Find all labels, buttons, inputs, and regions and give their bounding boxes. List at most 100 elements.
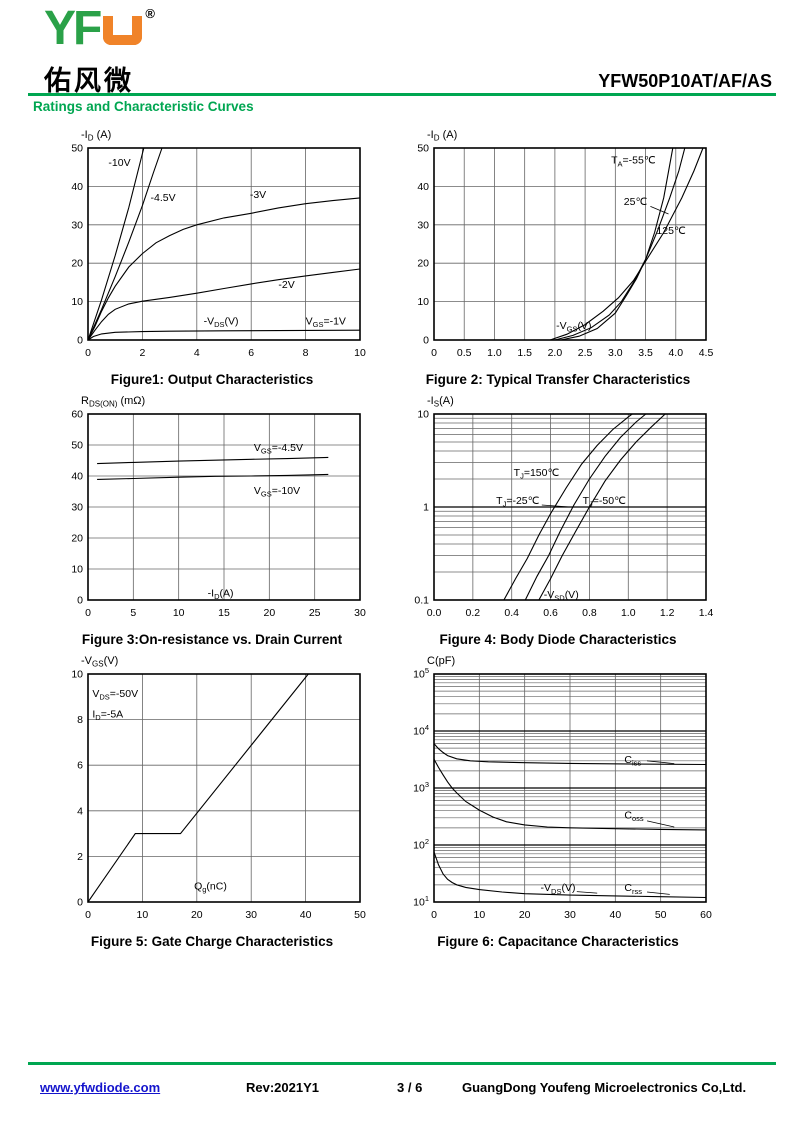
- svg-text:0.0: 0.0: [427, 607, 442, 619]
- footer-website-link[interactable]: www.yfwdiode.com: [40, 1080, 161, 1095]
- svg-text:0: 0: [77, 335, 83, 347]
- svg-text:2: 2: [139, 347, 145, 359]
- svg-text:50: 50: [354, 909, 366, 921]
- svg-text:1.4: 1.4: [699, 607, 714, 619]
- svg-text:25℃: 25℃: [624, 196, 648, 208]
- logo-chinese-name: 佑风微: [44, 66, 134, 96]
- figure-4-block: 0.0 0.2 0.4 0.6 0.8 1.0 1.2 1.4 0.1 1 10 -IS(A) TJ=1…: [388, 390, 728, 647]
- svg-text:10: 10: [71, 564, 83, 576]
- svg-text:0: 0: [77, 897, 83, 909]
- svg-text:TJ=-50℃: TJ=-50℃: [583, 495, 626, 509]
- svg-text:20: 20: [263, 607, 275, 619]
- svg-text:60: 60: [71, 409, 83, 421]
- svg-text:8: 8: [77, 714, 83, 726]
- figure-4-body-diode-chart: 0.0 0.2 0.4 0.6 0.8 1.0 1.2 1.4 0.1 1 10-IS(A) TJ=1…: [414, 395, 714, 619]
- svg-text:1.0: 1.0: [621, 607, 636, 619]
- svg-text:104: 104: [413, 723, 429, 738]
- svg-text:30: 30: [245, 909, 257, 921]
- footer-page-number: 3 / 6: [397, 1080, 423, 1095]
- svg-text:60: 60: [700, 909, 712, 921]
- svg-text:3.0: 3.0: [608, 347, 623, 359]
- svg-text:0.4: 0.4: [504, 607, 519, 619]
- figure-3-block: 0 5 10 15 20 25 30 0 10 20 30 40 50 60 RDS(ON) (mΩ) VGS…: [42, 390, 382, 647]
- section-title: Ratings and Characteristic Curves: [33, 99, 254, 114]
- svg-text:10: 10: [473, 909, 485, 921]
- svg-text:TA=-55℃: TA=-55℃: [611, 155, 656, 169]
- figure-5-gate-charge-chart: 0 10 20 30 40 500246810-VGS(V)VDS=-50VID=-5AQ…: [71, 655, 366, 921]
- svg-text:103: 103: [413, 780, 429, 795]
- svg-text:1.0: 1.0: [487, 347, 502, 359]
- svg-text:6: 6: [77, 760, 83, 772]
- svg-text:1.5: 1.5: [517, 347, 532, 359]
- svg-text:30: 30: [564, 909, 576, 921]
- svg-text:30: 30: [71, 502, 83, 514]
- svg-text:40: 40: [71, 471, 83, 483]
- svg-text:0.6: 0.6: [543, 607, 558, 619]
- svg-text:0: 0: [85, 909, 91, 921]
- svg-text:0: 0: [77, 595, 83, 607]
- svg-text:0.1: 0.1: [414, 595, 429, 607]
- svg-text:40: 40: [417, 181, 429, 193]
- svg-text:C(pF): C(pF): [427, 655, 455, 667]
- figure-6-block: 0 10 20 30 40 50 60 101 102 103 104 105 C(pF) Ciss Cos…: [388, 650, 728, 949]
- svg-text:VGS=-10V: VGS=-10V: [254, 485, 300, 499]
- logo-u-bracket-icon: [103, 16, 143, 45]
- svg-text:0: 0: [85, 347, 91, 359]
- svg-text:0.8: 0.8: [582, 607, 597, 619]
- footer-company-name: GuangDong Youfeng Microelectronics Co,Lt…: [462, 1080, 747, 1095]
- company-logo: YF ® 佑风微: [44, 2, 155, 98]
- svg-text:ID=-5A: ID=-5A: [92, 708, 123, 722]
- svg-text:15: 15: [218, 607, 230, 619]
- svg-text:5: 5: [130, 607, 136, 619]
- logo-yf-text: YF: [44, 2, 102, 55]
- svg-text:30: 30: [71, 219, 83, 231]
- svg-text:50: 50: [71, 143, 83, 155]
- svg-text:50: 50: [417, 143, 429, 155]
- svg-text:4: 4: [194, 347, 200, 359]
- svg-text:Ciss: Ciss: [624, 754, 641, 768]
- svg-text:30: 30: [354, 607, 366, 619]
- figure-2-caption: Figure 2: Typical Transfer Characteristi…: [425, 372, 691, 387]
- svg-text:10: 10: [71, 669, 83, 681]
- figure-1-block: 0 2 4 6 8 10 0 10 20 30 40 50 -ID (A) -10V -4.5V -3V -2V…: [42, 124, 382, 387]
- svg-text:Crss: Crss: [624, 882, 642, 896]
- svg-text:0.5: 0.5: [457, 347, 472, 359]
- header-rule: [28, 93, 776, 96]
- svg-text:0: 0: [431, 347, 437, 359]
- svg-text:VGS=-4.5V: VGS=-4.5V: [254, 442, 303, 456]
- svg-text:105: 105: [413, 666, 429, 681]
- svg-text:10: 10: [71, 296, 83, 308]
- svg-text:102: 102: [413, 837, 429, 852]
- figure-3-caption: Figure 3:On-resistance vs. Drain Current: [81, 632, 343, 647]
- svg-text:20: 20: [191, 909, 203, 921]
- svg-text:-IS(A): -IS(A): [427, 395, 454, 409]
- svg-text:101: 101: [413, 894, 429, 909]
- footer-revision: Rev:2021Y1: [246, 1080, 319, 1095]
- svg-text:10: 10: [417, 296, 429, 308]
- svg-text:1: 1: [423, 502, 429, 514]
- svg-text:50: 50: [71, 440, 83, 452]
- svg-text:TJ=-25℃: TJ=-25℃: [496, 495, 539, 509]
- figure-2-transfer-characteristics-chart: 0 0.5 1.0 1.5 2.0 2.5 3.0 3.5 4.0 4.501020304050-…: [417, 129, 713, 359]
- svg-text:RDS(ON) (mΩ): RDS(ON) (mΩ): [81, 395, 145, 409]
- svg-text:40: 40: [300, 909, 312, 921]
- svg-text:30: 30: [417, 219, 429, 231]
- svg-text:-VGS(V): -VGS(V): [556, 320, 591, 334]
- svg-text:20: 20: [71, 258, 83, 270]
- svg-text:50: 50: [655, 909, 667, 921]
- svg-text:4.0: 4.0: [668, 347, 683, 359]
- svg-text:10: 10: [354, 347, 366, 359]
- svg-text:40: 40: [71, 181, 83, 193]
- figure-5-caption: Figure 5: Gate Charge Characteristics: [90, 934, 334, 949]
- svg-text:-3V: -3V: [250, 189, 266, 201]
- svg-text:10: 10: [173, 607, 185, 619]
- svg-text:-VDS(V): -VDS(V): [204, 315, 239, 329]
- figure-4-caption: Figure 4: Body Diode Characteristics: [439, 632, 677, 647]
- svg-text:-VSD(V): -VSD(V): [544, 589, 579, 603]
- svg-text:2.0: 2.0: [548, 347, 563, 359]
- footer-rule: [28, 1062, 776, 1065]
- svg-text:20: 20: [71, 533, 83, 545]
- svg-text:1.2: 1.2: [660, 607, 675, 619]
